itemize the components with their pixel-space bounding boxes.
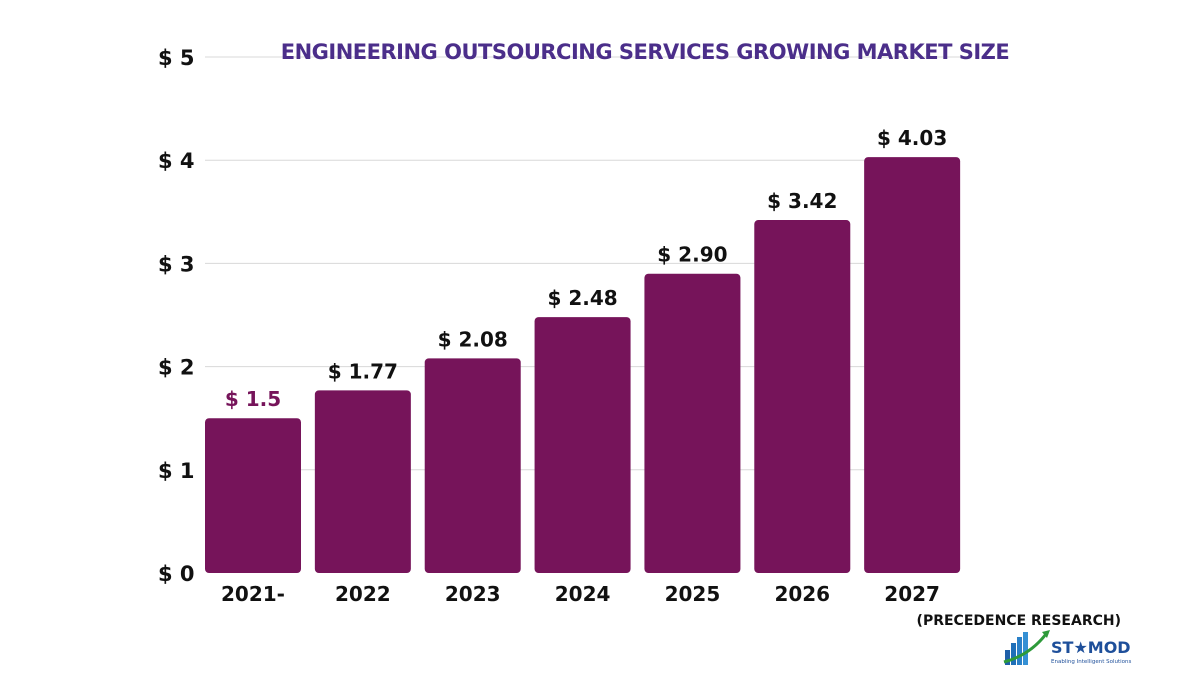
bar-2026 <box>754 220 851 573</box>
y-tick-label: $ 1 <box>158 459 195 483</box>
x-tick-label: 2026 <box>774 582 830 606</box>
stamod-logo: ST★MOD Enabling Intelligent Solutions <box>1003 630 1132 665</box>
y-axis-ticks: $ 0 $ 1 $ 2 $ 3 $ 4 $ 5 <box>158 46 195 586</box>
x-tick-label: 2025 <box>665 582 721 606</box>
bar-2024 <box>534 317 631 573</box>
data-label: $ 4.03 <box>877 126 947 150</box>
logo-bars-icon <box>1003 630 1050 665</box>
y-tick-label: $ 5 <box>158 46 195 70</box>
x-tick-label: 2022 <box>335 582 391 606</box>
bars <box>205 157 961 573</box>
data-label: $ 2.08 <box>438 327 508 351</box>
y-tick-label: $ 0 <box>158 562 195 586</box>
data-label: $ 2.48 <box>547 286 617 310</box>
x-tick-label: 2021- <box>221 582 285 606</box>
logo-tagline: Enabling Intelligent Solutions <box>1051 659 1132 665</box>
y-tick-label: $ 3 <box>158 252 195 276</box>
x-tick-label: 2024 <box>555 582 611 606</box>
data-label: $ 3.42 <box>767 189 837 213</box>
x-axis-ticks: 2021- 2022 2023 2024 2025 2026 2027 <box>221 582 940 606</box>
data-label: $ 1.77 <box>328 359 398 383</box>
bar-2025 <box>644 273 741 573</box>
x-tick-label: 2023 <box>445 582 501 606</box>
data-label: $ 2.90 <box>657 243 727 267</box>
bar-2021- <box>205 418 301 573</box>
bar-2022 <box>314 390 411 573</box>
logo-text: ST★MOD <box>1051 638 1131 657</box>
data-label: $ 1.5 <box>225 387 281 411</box>
x-tick-label: 2027 <box>884 582 940 606</box>
source-note: (PRECEDENCE RESEARCH) <box>917 613 1121 629</box>
y-tick-label: $ 2 <box>158 356 195 380</box>
data-labels: $ 1.5 $ 1.77 $ 2.08 $ 2.48 $ 2.90 $ 3.42 $ 4.0… <box>225 126 947 411</box>
y-tick-label: $ 4 <box>158 149 195 173</box>
bar-2023 <box>424 358 521 573</box>
bar-2027 <box>864 157 961 573</box>
chart-title: ENGINEERING OUTSOURCING SERVICES GROWING… <box>281 40 1009 64</box>
